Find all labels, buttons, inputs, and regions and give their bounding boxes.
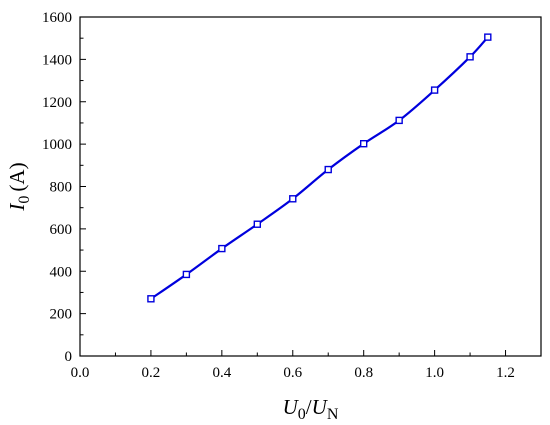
x-axis-title-sub2: N xyxy=(327,406,339,423)
x-axis-title-var: U xyxy=(283,395,300,419)
x-tick-label: 0.2 xyxy=(142,365,161,381)
x-axis-title-sep: / xyxy=(306,395,312,419)
y-tick-label: 1200 xyxy=(42,95,72,111)
y-axis-title-var: I xyxy=(5,203,29,212)
x-tick-label: 1.2 xyxy=(496,365,515,381)
x-tick-label: 0.0 xyxy=(71,365,90,381)
y-axis-title-unit: (A) xyxy=(5,162,29,191)
y-tick-label: 600 xyxy=(50,222,73,238)
series-layer xyxy=(147,33,492,303)
x-tick-label: 0.6 xyxy=(283,365,302,381)
x-tick-label: 1.0 xyxy=(425,365,444,381)
y-axis-title: I0 (A) xyxy=(5,162,33,211)
x-axis-title-sub: 0 xyxy=(298,406,306,423)
y-tick-label: 1600 xyxy=(42,10,72,26)
plot-frame xyxy=(79,16,542,357)
data-point-marker xyxy=(289,195,297,203)
data-point-marker xyxy=(253,220,262,228)
data-point-marker xyxy=(359,140,368,148)
y-tick-label: 200 xyxy=(50,307,73,323)
data-point-marker xyxy=(182,270,191,279)
y-axis-title-sub: 0 xyxy=(16,196,33,204)
y-tick-label: 0 xyxy=(65,349,73,365)
x-axis-title: U0/UN xyxy=(283,395,339,423)
data-point-marker xyxy=(484,33,492,41)
y-tick-label: 1400 xyxy=(42,52,72,68)
x-tick-label: 0.4 xyxy=(212,365,231,381)
y-tick-label: 400 xyxy=(50,264,73,280)
y-tick-label: 800 xyxy=(50,180,73,196)
x-tick-label: 0.8 xyxy=(354,365,373,381)
data-point-marker xyxy=(324,165,332,174)
data-point-marker xyxy=(395,116,403,125)
data-point-marker xyxy=(147,295,155,303)
x-axis-title-var2: U xyxy=(312,395,329,419)
data-point-marker xyxy=(466,53,474,61)
y-tick-label: 1000 xyxy=(42,137,72,153)
data-point-marker xyxy=(430,86,439,94)
ticks-layer: 0.0 0.2 0.4 0.6 0.8 1.0 1.2 0 200 400 600 800 1000 12… xyxy=(42,10,542,381)
data-point-marker xyxy=(218,244,226,253)
series-line xyxy=(150,36,489,300)
